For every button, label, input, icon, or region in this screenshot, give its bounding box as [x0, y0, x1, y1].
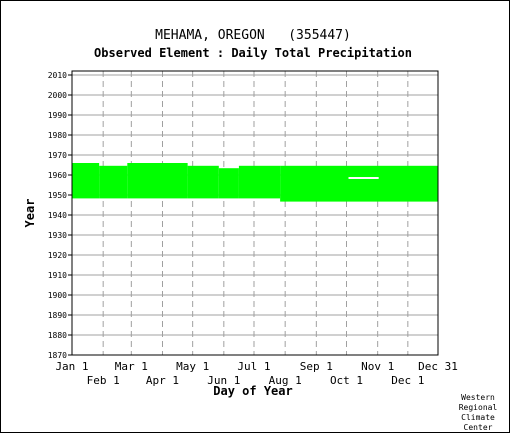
- credit-line: Center: [464, 423, 493, 432]
- x-tick-label: Feb 1: [87, 374, 120, 387]
- x-tick-label: Jan 1: [55, 360, 88, 373]
- x-tick-label: Jul 1: [237, 360, 270, 373]
- element-subtitle: Observed Element : Daily Total Precipita…: [94, 46, 412, 60]
- y-tick-label: 2010: [48, 71, 67, 80]
- x-tick-label: Apr 1: [146, 374, 179, 387]
- x-tick-label: Dec 1: [391, 374, 424, 387]
- data-segment: [280, 165, 438, 202]
- grid-lines: [72, 71, 438, 356]
- data-segment: [127, 163, 188, 199]
- data-segment: [99, 165, 128, 199]
- x-tick-label: Nov 1: [361, 360, 394, 373]
- y-tick-label: 1910: [48, 271, 67, 280]
- credit-line: Climate: [461, 413, 495, 422]
- y-tick-label: 1940: [48, 211, 67, 220]
- credit-block: Western Regional Climate Center: [459, 393, 498, 432]
- plot-border: [71, 70, 439, 356]
- data-segment: [218, 168, 239, 199]
- y-tick-label: 1970: [48, 151, 67, 160]
- y-tick-label: 1960: [48, 171, 67, 180]
- data-coverage: [72, 163, 438, 202]
- x-tick-label: Aug 1: [269, 374, 302, 387]
- data-segment: [187, 165, 219, 199]
- credit-line: Regional: [459, 403, 498, 412]
- y-tick-label: 1950: [48, 191, 67, 200]
- y-tick-label: 1980: [48, 131, 67, 140]
- data-segment: [72, 163, 100, 199]
- x-tick-label: Oct 1: [330, 374, 363, 387]
- x-tick-label: Sep 1: [300, 360, 333, 373]
- y-tick-label: 1900: [48, 291, 67, 300]
- x-tick-label: Jun 1: [207, 374, 240, 387]
- x-tick-label: Mar 1: [115, 360, 148, 373]
- y-axis-label: Year: [23, 199, 37, 228]
- y-tick-label: 2000: [48, 91, 67, 100]
- y-tick-label: 1880: [48, 331, 67, 340]
- y-tick-label: 1990: [48, 111, 67, 120]
- data-segment: [238, 165, 281, 199]
- credit-line: Western: [461, 393, 495, 402]
- x-tick-label: Dec 31: [418, 360, 458, 373]
- y-tick-label: 1930: [48, 231, 67, 240]
- x-axis-label: Day of Year: [213, 384, 292, 398]
- tick-labels: 1870 1880 1890 1900 1910 1920 1930 1940 1950 1960…: [48, 71, 458, 387]
- station-title: MEHAMA, OREGON (355447): [155, 28, 351, 43]
- y-tick-label: 1920: [48, 251, 67, 260]
- x-tick-label: May 1: [176, 360, 209, 373]
- y-tick-label: 1870: [48, 351, 67, 360]
- y-tick-label: 1890: [48, 311, 67, 320]
- plot-area: [72, 71, 438, 355]
